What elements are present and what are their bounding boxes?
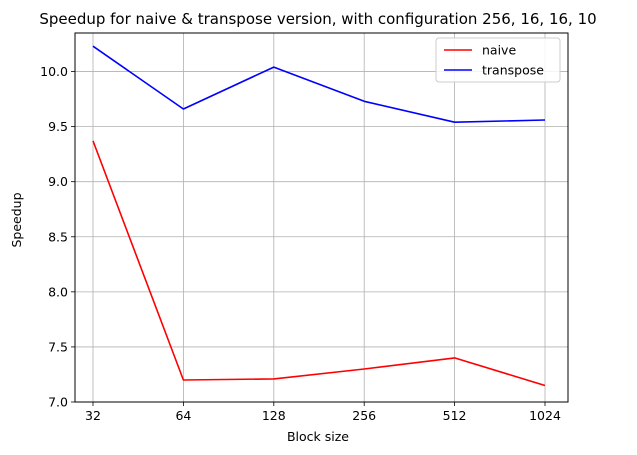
y-tick-label: 10.0 (40, 64, 68, 79)
y-axis-ticks: 7.0 7.5 8.0 8.5 9.0 9.5 10.0 (40, 64, 75, 410)
series-line-naive (92, 140, 546, 387)
y-tick-label: 7.0 (48, 395, 68, 410)
x-tick-label: 32 (85, 408, 101, 423)
y-tick-label: 9.5 (48, 119, 68, 134)
x-tick-label: 256 (352, 408, 376, 423)
y-tick-label: 8.5 (48, 229, 68, 244)
x-tick-label: 64 (175, 408, 191, 423)
chart-title: Speedup for naive & transpose version, w… (39, 10, 596, 28)
x-tick-label: 1024 (529, 408, 561, 423)
y-tick-label: 9.0 (48, 174, 68, 189)
legend-label-transpose: transpose (482, 63, 544, 78)
y-tick-label: 7.5 (48, 339, 68, 354)
x-tick-label: 128 (262, 408, 286, 423)
plot-frame (74, 32, 569, 403)
grid-lines (75, 33, 568, 403)
legend-label-naive: naive (482, 43, 516, 58)
legend: naive transpose (435, 37, 561, 83)
x-axis-label: Block size (287, 429, 349, 444)
series-layer (92, 45, 546, 387)
y-tick-label: 8.0 (48, 284, 68, 299)
x-axis-ticks: 32 64 128 256 512 1024 (85, 402, 561, 423)
series-line-transpose (92, 45, 546, 123)
x-tick-label: 512 (443, 408, 467, 423)
legend-box (435, 37, 561, 83)
y-axis-label: Speedup (9, 192, 24, 247)
